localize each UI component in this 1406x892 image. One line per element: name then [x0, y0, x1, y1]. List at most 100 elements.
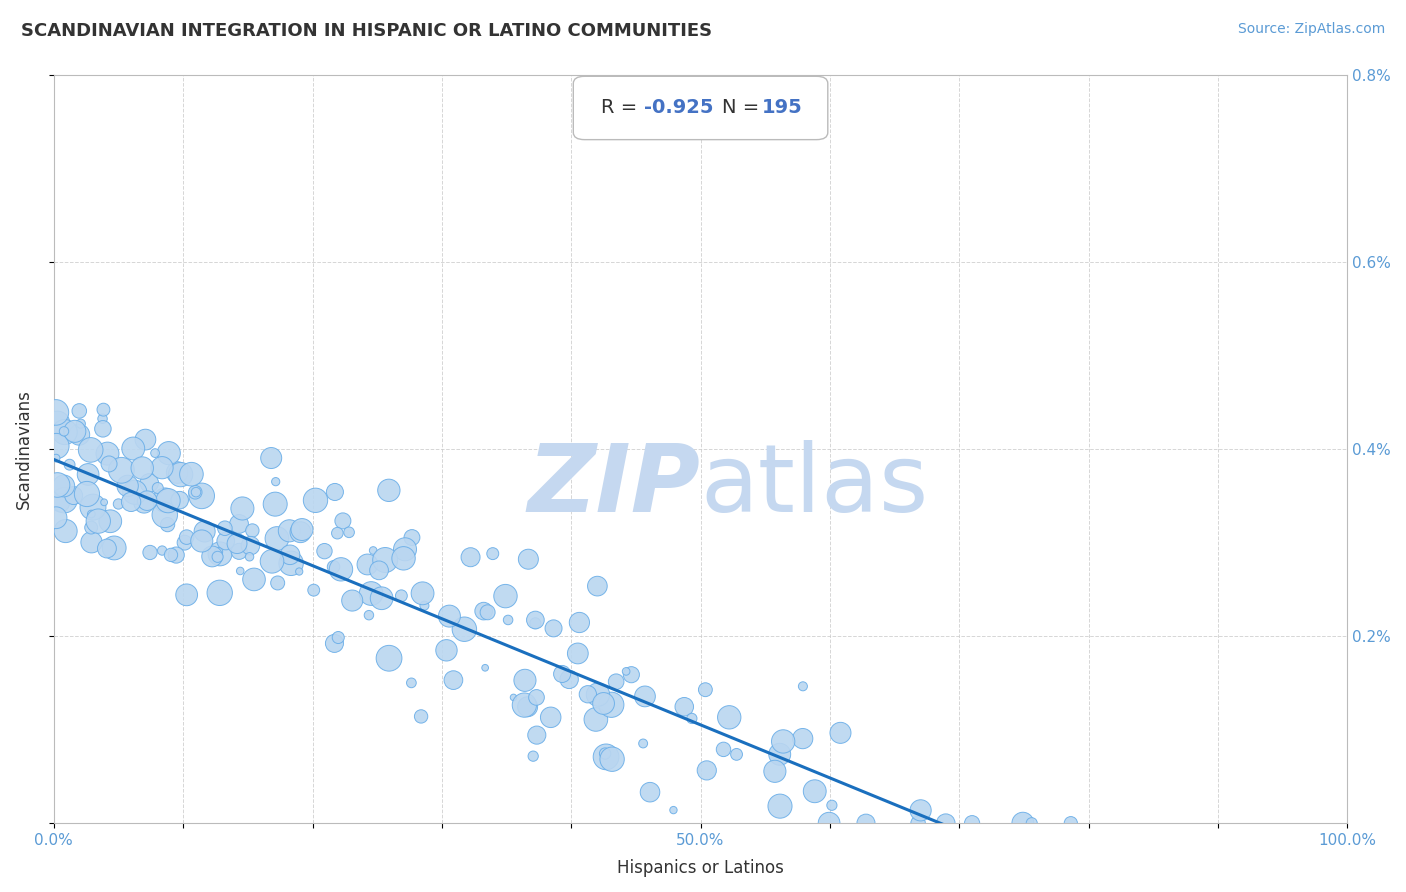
Point	[593, 747, 616, 761]
X-axis label: Hispanics or Latinos: Hispanics or Latinos	[617, 859, 785, 877]
Point	[830, 726, 852, 740]
Point	[855, 816, 877, 830]
Point	[409, 709, 432, 723]
Point	[260, 450, 283, 465]
Point	[243, 573, 266, 587]
Point	[76, 487, 98, 501]
Point	[392, 551, 415, 566]
Point	[394, 542, 416, 557]
Point	[180, 467, 202, 482]
Point	[280, 556, 302, 570]
Point	[136, 493, 159, 508]
Point	[98, 457, 121, 471]
Point	[935, 816, 957, 830]
Text: ZIP: ZIP	[527, 441, 700, 533]
Point	[157, 493, 180, 508]
Point	[176, 530, 198, 544]
Point	[46, 417, 69, 431]
Point	[821, 798, 844, 813]
Point	[291, 523, 314, 537]
Point	[165, 548, 187, 562]
Point	[713, 742, 735, 756]
Point	[769, 799, 792, 814]
Point	[568, 615, 591, 630]
Point	[631, 736, 654, 750]
Point	[576, 687, 599, 701]
Point	[517, 552, 540, 566]
Point	[792, 731, 814, 746]
Point	[502, 690, 524, 705]
Point	[412, 586, 434, 600]
Point	[264, 497, 287, 511]
Point	[378, 483, 401, 498]
Point	[696, 764, 718, 778]
Point	[228, 516, 250, 531]
Point	[194, 524, 217, 539]
Point	[361, 543, 384, 558]
Point	[357, 608, 380, 623]
Point	[169, 493, 191, 508]
Point	[332, 514, 354, 528]
Point	[143, 446, 166, 460]
Point	[551, 667, 574, 681]
Point	[288, 565, 311, 579]
Point	[302, 583, 325, 598]
Point	[139, 545, 162, 559]
Point	[322, 559, 344, 574]
Point	[496, 613, 519, 627]
Point	[117, 479, 139, 493]
Point	[585, 713, 607, 727]
Point	[472, 604, 495, 618]
Point	[673, 699, 696, 714]
Point	[138, 475, 160, 490]
Point	[53, 493, 76, 508]
Point	[207, 549, 229, 564]
Point	[266, 576, 288, 591]
Point	[63, 425, 86, 439]
Point	[605, 674, 627, 689]
Point	[526, 728, 548, 742]
Point	[356, 558, 378, 572]
Point	[314, 544, 336, 558]
Point	[278, 548, 301, 562]
Point	[1021, 816, 1043, 830]
Point	[453, 622, 475, 636]
Point	[266, 532, 288, 546]
Point	[323, 485, 346, 500]
Point	[586, 688, 609, 702]
Y-axis label: Scandinavians: Scandinavians	[15, 389, 32, 508]
Point	[378, 651, 401, 665]
Point	[337, 525, 360, 540]
Point	[718, 710, 741, 724]
Point	[157, 446, 180, 460]
Point	[96, 447, 118, 461]
Point	[82, 500, 104, 515]
Point	[662, 803, 685, 817]
Point	[439, 609, 461, 624]
Point	[326, 526, 349, 541]
Point	[156, 517, 179, 532]
Point	[184, 485, 207, 500]
Point	[45, 451, 67, 466]
Point	[567, 647, 589, 661]
Point	[460, 550, 482, 565]
Point	[1011, 816, 1033, 830]
Point	[638, 785, 661, 799]
Point	[516, 699, 538, 714]
Point	[166, 466, 188, 480]
Point	[107, 497, 129, 511]
Point	[960, 816, 983, 830]
Point	[79, 442, 101, 457]
Point	[441, 673, 464, 687]
Point	[122, 442, 145, 456]
Point	[413, 599, 436, 613]
Point	[524, 613, 547, 627]
Point	[792, 679, 814, 693]
Point	[208, 586, 231, 600]
Point	[153, 508, 176, 522]
Point	[80, 535, 103, 549]
Point	[184, 485, 207, 500]
Point	[1060, 816, 1083, 830]
Text: -0.925: -0.925	[644, 98, 713, 118]
Point	[436, 643, 458, 657]
